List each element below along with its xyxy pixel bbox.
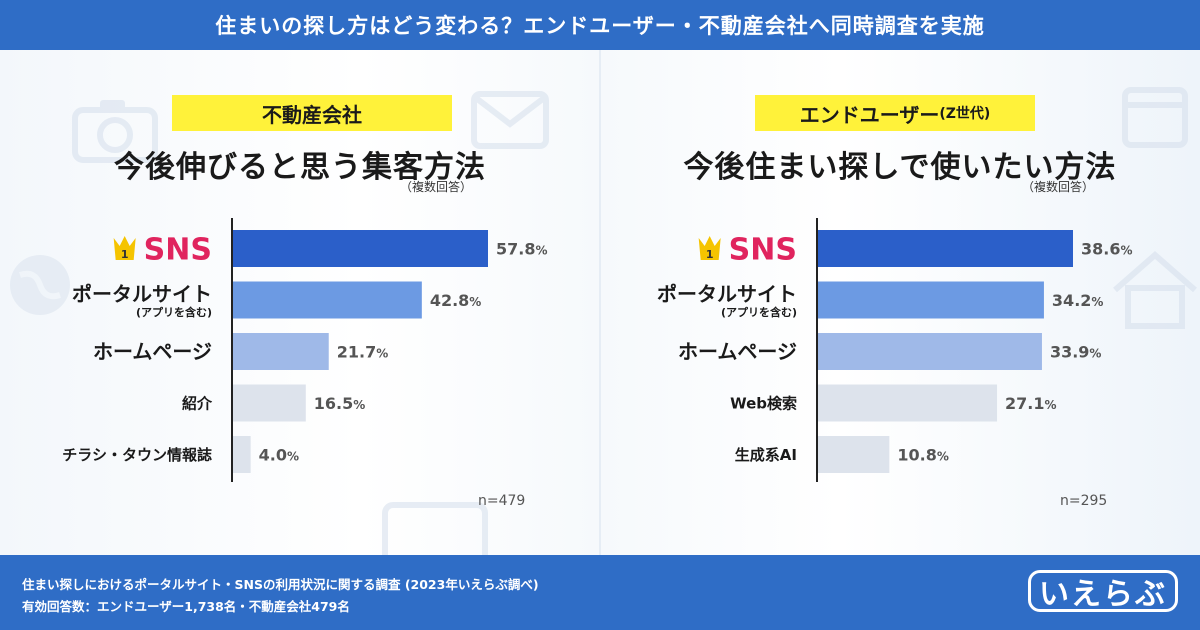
bar xyxy=(233,281,422,319)
rank-badge-number: 1 xyxy=(706,248,714,261)
bar-value-label: 21.7% xyxy=(337,343,389,362)
bar xyxy=(818,230,1073,267)
category-sublabel: (アプリを含む) xyxy=(136,305,212,319)
bar-value-label: 33.9% xyxy=(1050,343,1102,362)
category-label: ポータルサイト xyxy=(72,282,212,306)
envelope-icon xyxy=(471,91,549,149)
bar-chart: 38.6% SNS 1 34.2% ポータルサイト(アプリを含む) 33.9% ホームページ… xyxy=(657,218,1133,482)
panel-tag-suffix: (Z世代) xyxy=(939,106,991,122)
panel-tag-label: エンドユーザー xyxy=(799,102,940,127)
category-label: ホームページ xyxy=(93,340,212,364)
calendar-icon xyxy=(1122,87,1188,148)
bar-value-label: 38.6% xyxy=(1081,240,1133,259)
bar-value-label: 57.8% xyxy=(496,240,548,259)
panel-real-estate: 不動産会社 今後伸びると思う集客方法 （複数回答） 57.8% SNS 1 42.8%… xyxy=(0,50,600,555)
bar-value-label: 4.0% xyxy=(259,446,299,465)
bar xyxy=(818,384,998,422)
category-label: ホームページ xyxy=(678,340,797,364)
panel-note: （複数回答） xyxy=(1022,180,1095,194)
bar xyxy=(233,384,306,422)
bar xyxy=(818,333,1042,370)
rank-badge-number: 1 xyxy=(121,248,129,261)
bar xyxy=(818,436,890,473)
category-label: SNS xyxy=(144,232,212,267)
globe-icon xyxy=(10,255,70,315)
bar xyxy=(233,436,251,473)
bar-chart: 57.8% SNS 1 42.8% ポータルサイト(アプリを含む) 21.7% ホームページ… xyxy=(62,218,548,482)
category-sublabel: (アプリを含む) xyxy=(721,305,797,319)
category-label: Web検索 xyxy=(730,394,797,412)
brand-logo: いえらぶ xyxy=(1028,570,1178,612)
bar-value-label: 27.1% xyxy=(1005,394,1057,413)
panel-note: （複数回答） xyxy=(400,180,473,194)
footer-source: 住まい探しにおけるポータルサイト・SNSの利用状況に関する調査 (2023年いえ… xyxy=(22,577,539,592)
crown-icon: 1 xyxy=(113,236,136,261)
house-icon xyxy=(1113,251,1197,329)
bar xyxy=(818,281,1044,319)
banner-title: 住まいの探し方はどう変わる？エンドユーザー・不動産会社へ同時調査を実施 xyxy=(0,0,1200,50)
sample-size: n=479 xyxy=(478,493,526,509)
bar-value-label: 10.8% xyxy=(897,446,949,465)
footer: 住まい探しにおけるポータルサイト・SNSの利用状況に関する調査 (2023年いえ… xyxy=(0,555,1200,630)
bar xyxy=(233,333,329,370)
card-icon xyxy=(382,502,488,555)
bar-value-label: 34.2% xyxy=(1052,291,1104,310)
bar xyxy=(233,230,488,267)
panel-title: 今後伸びると思う集客方法 xyxy=(114,150,486,185)
panel-divider xyxy=(599,50,601,555)
crown-icon: 1 xyxy=(698,236,721,261)
panel-tag: エンドユーザー (Z世代) xyxy=(755,95,1035,131)
camera-icon xyxy=(72,100,158,163)
bar-value-label: 42.8% xyxy=(430,291,482,310)
footer-respondents: 有効回答数：エンドユーザー1,738名・不動産会社479名 xyxy=(22,599,350,614)
sample-size: n=295 xyxy=(1060,493,1108,509)
category-label: チラシ・タウン情報誌 xyxy=(62,446,212,464)
panel-tag: 不動産会社 xyxy=(172,95,452,131)
category-label: 生成系AI xyxy=(735,446,797,464)
category-label: 紹介 xyxy=(182,394,213,412)
panel-tag-label: 不動産会社 xyxy=(262,102,362,127)
panel-title: 今後住まい探しで使いたい方法 xyxy=(683,150,1117,185)
panel-end-user: エンドユーザー (Z世代) 今後住まい探しで使いたい方法 （複数回答） 38.6… xyxy=(600,50,1200,555)
bar-value-label: 16.5% xyxy=(314,394,366,413)
category-label: ポータルサイト xyxy=(657,282,797,306)
category-label: SNS xyxy=(729,232,797,267)
